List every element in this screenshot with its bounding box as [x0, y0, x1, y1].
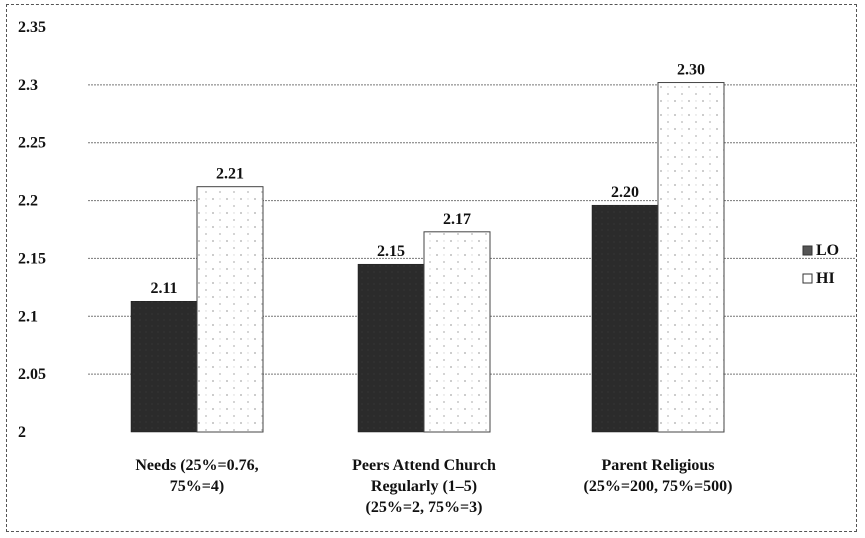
y-tick-label: 2 — [18, 424, 26, 441]
data-label-hi-1: 2.17 — [443, 211, 471, 228]
data-label-lo-0: 2.11 — [150, 280, 177, 297]
bar-lo-0 — [130, 300, 198, 433]
bar-lo-2 — [591, 204, 659, 433]
legend-swatch-hi — [802, 273, 813, 284]
data-label-hi-0: 2.21 — [216, 166, 244, 183]
category-label-1: (25%=2, 75%=3) — [366, 499, 483, 516]
y-tick-label: 2.25 — [18, 135, 46, 152]
bar-hi-0 — [196, 186, 264, 433]
category-labels: Needs (25%=0.76, 75%=4) Peers Attend Churc… — [135, 457, 732, 516]
y-tick-label: 2.05 — [18, 366, 46, 383]
y-tick-label: 2.35 — [18, 19, 46, 36]
y-tick-label: 2.1 — [18, 308, 38, 325]
category-label-0: 75%=4) — [170, 478, 224, 495]
legend: LO HI — [802, 242, 839, 287]
y-tick-label: 2.2 — [18, 193, 38, 210]
legend-swatch-lo — [802, 245, 813, 256]
bars — [130, 82, 725, 433]
data-label-lo-1: 2.15 — [377, 243, 405, 260]
category-label-2: Parent Religious — [601, 457, 714, 474]
legend-label-hi: HI — [816, 270, 835, 287]
category-label-2: (25%=200, 75%=500) — [584, 478, 733, 495]
category-label-1: Regularly (1–5) — [371, 478, 477, 495]
legend-label-lo: LO — [816, 242, 839, 259]
category-label-0: Needs (25%=0.76, — [135, 457, 258, 474]
y-axis-ticks: 2 2.05 2.1 2.15 2.2 2.25 2.3 2.35 — [18, 19, 46, 441]
data-label-hi-2: 2.30 — [677, 62, 705, 79]
bar-hi-1 — [423, 231, 491, 433]
bar-hi-2 — [657, 82, 725, 433]
y-tick-label: 2.15 — [18, 250, 46, 267]
data-labels: 2.11 2.15 2.20 2.21 2.17 2.30 — [150, 62, 705, 298]
data-label-lo-2: 2.20 — [611, 184, 639, 201]
bar-lo-1 — [357, 263, 425, 433]
category-label-1: Peers Attend Church — [352, 457, 496, 474]
y-tick-label: 2.3 — [18, 77, 38, 94]
